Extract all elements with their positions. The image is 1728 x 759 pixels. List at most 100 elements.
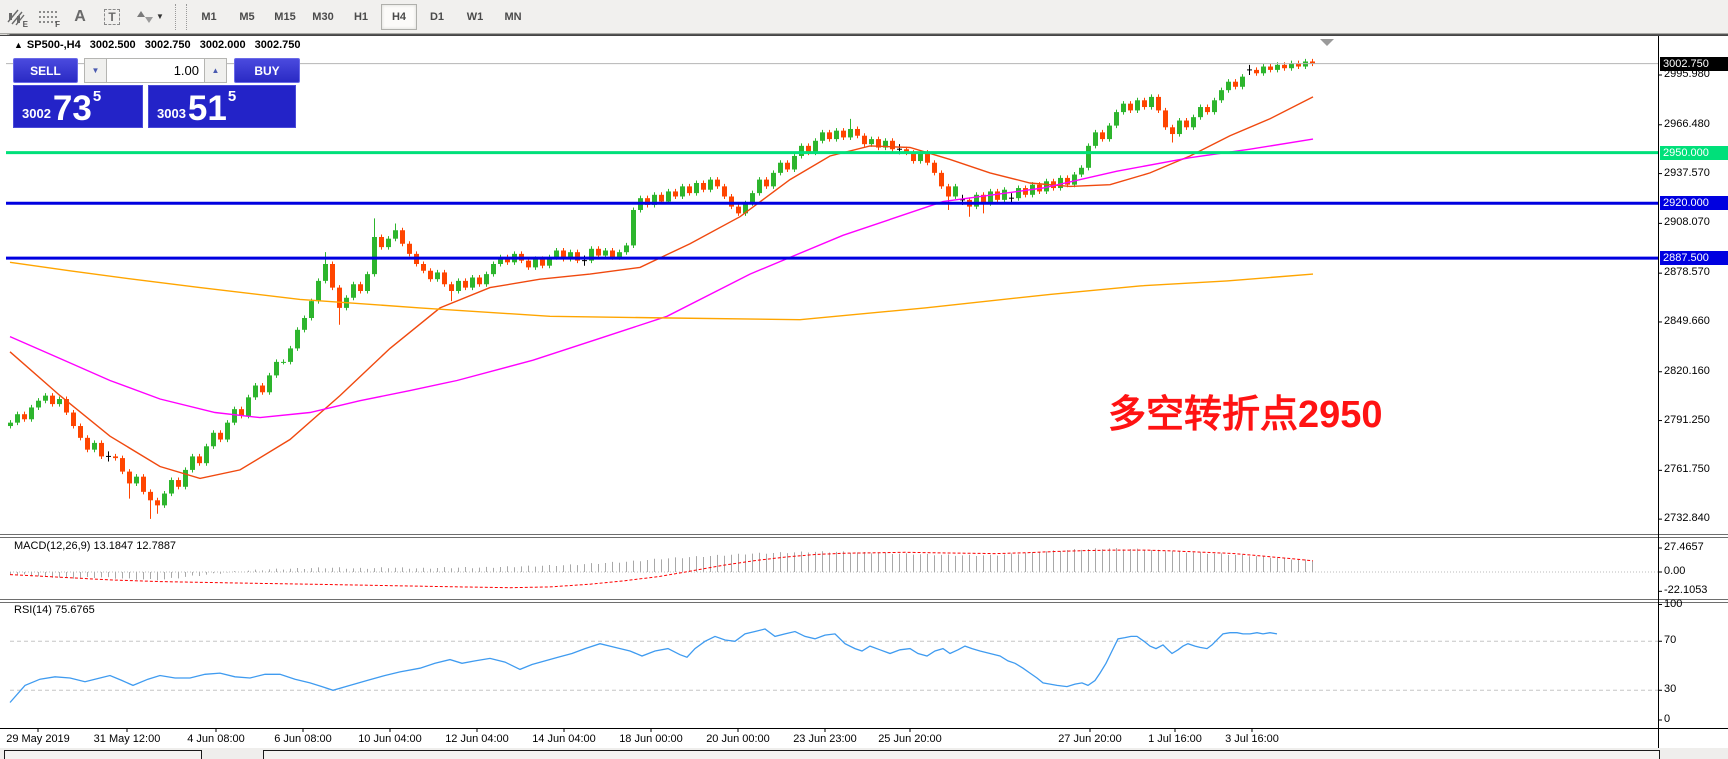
timeframe-button-w1[interactable]: W1 [466, 10, 484, 23]
candle-body [1142, 100, 1147, 108]
rsi-axis-label: 0 [1664, 713, 1671, 725]
macd-axis-label: -22.1053 [1664, 584, 1708, 597]
ohlc-high: 3002.750 [144, 39, 191, 51]
candle-body [463, 280, 468, 288]
candle-body [50, 395, 55, 405]
candle-body [1114, 112, 1119, 126]
candle-body [127, 471, 132, 484]
rsi-line [9, 628, 1278, 703]
candle-body [1233, 81, 1238, 87]
timeframe-button-m15[interactable]: M15 [274, 10, 296, 23]
toolbar-separator [175, 3, 187, 30]
candle-body [1226, 81, 1231, 91]
candle-body [204, 446, 209, 464]
candle-body [743, 203, 748, 214]
hline-price-tag: 2950.000 [1660, 145, 1728, 160]
candle-body [232, 409, 237, 423]
candle-body [449, 284, 454, 292]
candle-body [813, 140, 818, 153]
candle-body [876, 139, 881, 148]
candle-body [505, 257, 510, 263]
candle-body [834, 130, 839, 140]
symbol-label: SP500-,H4 [26, 39, 81, 51]
candle-body [708, 179, 713, 190]
timeframe-button-d1[interactable]: D1 [429, 10, 445, 23]
timeframe-button-m1[interactable]: M1 [201, 10, 217, 23]
candle-body [1002, 189, 1007, 200]
price-tick-label: 2878.570 [1664, 266, 1710, 279]
candle-body [666, 191, 671, 202]
text-icon[interactable]: A [65, 3, 95, 31]
candle-body [1065, 177, 1070, 185]
candle-body [862, 135, 867, 145]
candle-body [1072, 174, 1077, 185]
sell-price-box[interactable]: 3002 73 5 [13, 85, 143, 128]
icon-subscript: E [22, 19, 28, 29]
candle-body [911, 152, 916, 162]
candle-body [778, 162, 783, 173]
sell-button[interactable]: SELL [13, 58, 78, 83]
candle-body [92, 442, 97, 450]
timeframe-button-m5[interactable]: M5 [239, 10, 255, 23]
candle-body [932, 162, 937, 173]
candle-body [428, 270, 433, 280]
sell-price-big-figure: 3002 [22, 106, 51, 121]
rsi-axis-label: 30 [1664, 683, 1677, 696]
chart-annotation-text[interactable]: 多空转折点2950 [1108, 394, 1383, 436]
fibo-expansion-icon[interactable]: E [1, 3, 31, 31]
docked-window-tab[interactable] [4, 750, 202, 759]
candle-body [589, 248, 594, 261]
candle-body [1296, 63, 1301, 67]
arrows-icon[interactable]: ▼ [129, 3, 171, 31]
candle-body [750, 193, 755, 204]
macd-signal-line [9, 549, 1314, 589]
candle-body [925, 152, 930, 163]
candle-body [890, 140, 895, 150]
time-tick-label: 6 Jun 08:00 [274, 733, 332, 745]
candle-body [491, 263, 496, 275]
candle-body [596, 248, 601, 256]
buy-price-box[interactable]: 3003 51 5 [148, 85, 296, 128]
buy-button[interactable]: BUY [234, 58, 300, 83]
docked-window-tab[interactable] [263, 750, 1660, 759]
timeframe-button-h4[interactable]: H4 [381, 3, 417, 30]
candle-body [1170, 127, 1175, 135]
candle-body [246, 397, 251, 416]
candle-body [421, 263, 426, 271]
candle-body [379, 236, 384, 248]
candle-body [470, 277, 475, 288]
candle-body [547, 257, 552, 266]
candle-body [260, 385, 265, 393]
candle-body [736, 206, 741, 214]
chevron-down-icon[interactable]: ▼ [156, 12, 164, 21]
timeframe-button-h1[interactable]: H1 [353, 10, 369, 23]
candle-body [239, 409, 244, 416]
candle-body [267, 375, 272, 393]
volume-input[interactable] [107, 58, 204, 83]
ohlc-low: 3002.000 [199, 39, 246, 51]
candle-body [1107, 125, 1112, 140]
candle-body [316, 280, 321, 302]
volume-increase-button[interactable]: ▲ [204, 58, 227, 83]
candle-body [134, 476, 139, 484]
candle-body [1044, 181, 1049, 192]
candle-body [71, 412, 76, 427]
candle-body [827, 132, 832, 140]
candle-body [456, 280, 461, 292]
candle-body [988, 191, 993, 204]
timeframe-button-mn[interactable]: MN [504, 10, 522, 23]
candle-body [253, 385, 258, 398]
time-tick-label: 10 Jun 04:00 [358, 733, 422, 745]
candle-body [1086, 145, 1091, 168]
text-label-icon[interactable]: T [97, 3, 127, 31]
one-click-trade-panel: SELL ▼ ▲ BUY 3002 73 5 3003 51 5 [13, 58, 300, 128]
candle-body [281, 361, 286, 363]
candle-body [435, 272, 440, 280]
fibo-retracement-icon[interactable]: F [33, 3, 63, 31]
candle-body [631, 209, 636, 246]
timeframe-button-m30[interactable]: M30 [312, 10, 334, 23]
volume-decrease-button[interactable]: ▼ [84, 58, 107, 83]
price-tick-label: 2995.980 [1664, 68, 1710, 80]
rsi-axis-label: 100 [1664, 597, 1683, 610]
